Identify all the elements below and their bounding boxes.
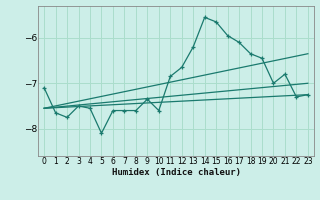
- X-axis label: Humidex (Indice chaleur): Humidex (Indice chaleur): [111, 168, 241, 177]
